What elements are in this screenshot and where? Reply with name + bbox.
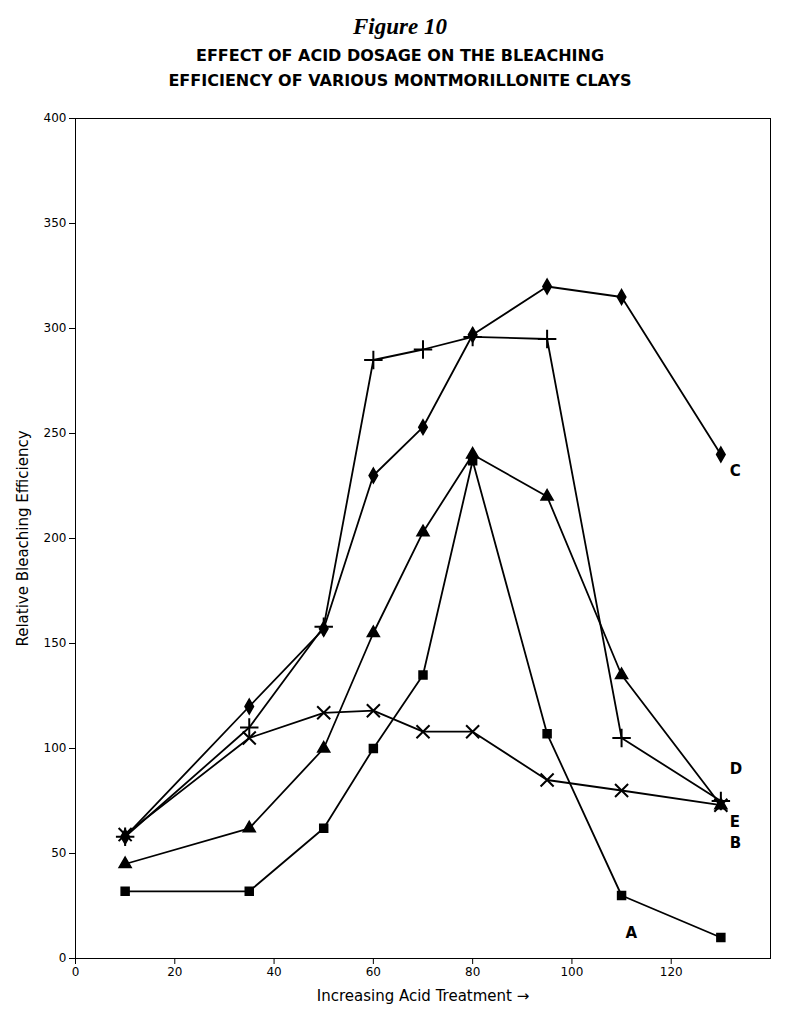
svg-text:Relative Bleaching Efficiency: Relative Bleaching Efficiency [14,430,32,646]
html-text:EFFICIENCY OF VARIOUS MONTMORI: EFFICIENCY OF VARIOUS MONTMORILLONITE CL… [168,71,632,90]
svg-text:100: 100 [44,741,67,755]
svg-text:120: 120 [660,965,683,979]
svg-text:B: B [730,834,741,852]
svg-text:100: 100 [560,965,583,979]
svg-text:Increasing Acid Treatment →: Increasing Acid Treatment → [317,987,530,1005]
svg-text:250: 250 [44,426,67,440]
svg-text:0: 0 [59,951,67,965]
svg-text:400: 400 [44,111,67,125]
svg-text:50: 50 [51,846,66,860]
svg-text:200: 200 [44,531,67,545]
svg-text:60: 60 [366,965,381,979]
svg-text:D: D [730,760,742,778]
svg-text:20: 20 [167,965,182,979]
svg-text:300: 300 [44,321,67,335]
html-text:Figure 10: Figure 10 [353,14,447,39]
html-text:EFFECT OF ACID DOSAGE ON THE B: EFFECT OF ACID DOSAGE ON THE BLEACHING [196,46,604,65]
svg-text:0: 0 [72,965,80,979]
svg-text:80: 80 [465,965,480,979]
svg-text:350: 350 [44,216,67,230]
svg-text:150: 150 [44,636,67,650]
svg-text:40: 40 [266,965,281,979]
svg-text:E: E [730,813,740,831]
svg-text:C: C [730,462,741,480]
svg-text:A: A [626,924,638,942]
